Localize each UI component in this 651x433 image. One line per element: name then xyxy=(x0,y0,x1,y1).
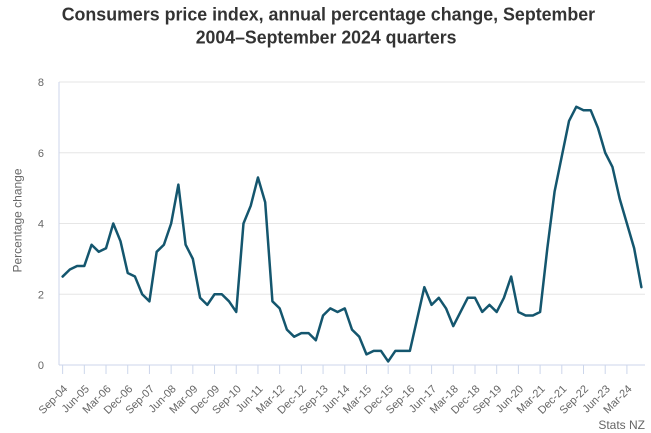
svg-text:Consumers price index, annual: Consumers price index, annual percentage… xyxy=(62,4,595,24)
svg-text:Stats NZ: Stats NZ xyxy=(598,418,645,432)
svg-text:8: 8 xyxy=(38,77,44,89)
svg-text:4: 4 xyxy=(38,219,44,231)
svg-text:6: 6 xyxy=(38,148,44,160)
svg-text:0: 0 xyxy=(38,360,44,372)
svg-text:2004–September 2024 quarters: 2004–September 2024 quarters xyxy=(196,28,457,48)
svg-text:Percentage change: Percentage change xyxy=(11,168,25,272)
svg-text:2: 2 xyxy=(38,289,44,301)
